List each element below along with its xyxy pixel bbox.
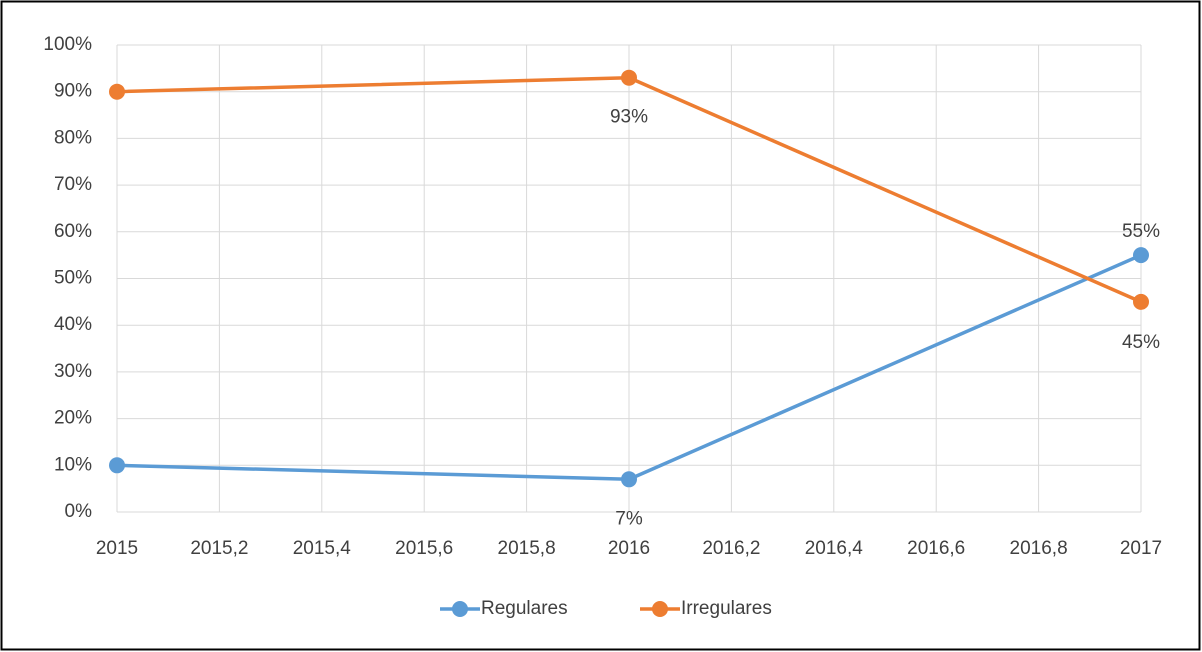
x-tick-label: 2015,8 xyxy=(498,538,556,559)
x-tick-label: 2015 xyxy=(96,538,138,559)
y-tick-label: 30% xyxy=(54,361,92,382)
x-tick-label: 2016 xyxy=(608,538,650,559)
data-point xyxy=(1133,293,1149,310)
y-tick-label: 0% xyxy=(65,501,93,522)
data-point xyxy=(109,457,125,474)
data-point xyxy=(1133,247,1149,264)
data-label: 93% xyxy=(610,107,648,128)
data-point xyxy=(109,83,125,100)
y-tick-label: 10% xyxy=(54,454,92,475)
data-label: 45% xyxy=(1122,332,1160,353)
x-tick-label: 2016,2 xyxy=(702,538,760,559)
x-tick-label: 2017 xyxy=(1120,538,1162,559)
x-tick-label: 2015,6 xyxy=(395,538,453,559)
y-tick-label: 50% xyxy=(54,268,92,289)
y-tick-label: 70% xyxy=(54,174,92,195)
data-label: 55% xyxy=(1122,221,1160,242)
legend-marker xyxy=(452,601,468,617)
data-point xyxy=(621,69,637,86)
y-tick-label: 100% xyxy=(43,34,92,55)
x-tick-label: 2015,4 xyxy=(293,538,352,559)
legend-marker xyxy=(652,601,668,617)
x-tick-label: 2016,4 xyxy=(805,538,864,559)
y-tick-label: 20% xyxy=(54,408,92,429)
legend-label: Irregulares xyxy=(681,598,772,619)
y-tick-label: 60% xyxy=(54,221,92,242)
x-tick-label: 2016,8 xyxy=(1010,538,1068,559)
data-point xyxy=(621,471,637,488)
y-tick-label: 90% xyxy=(54,81,92,102)
legend-label: Regulares xyxy=(481,598,568,619)
data-label: 7% xyxy=(615,508,643,529)
y-tick-label: 40% xyxy=(54,314,92,335)
y-tick-label: 80% xyxy=(54,127,92,148)
x-tick-label: 2016,6 xyxy=(907,538,965,559)
x-tick-label: 2015,2 xyxy=(190,538,248,559)
